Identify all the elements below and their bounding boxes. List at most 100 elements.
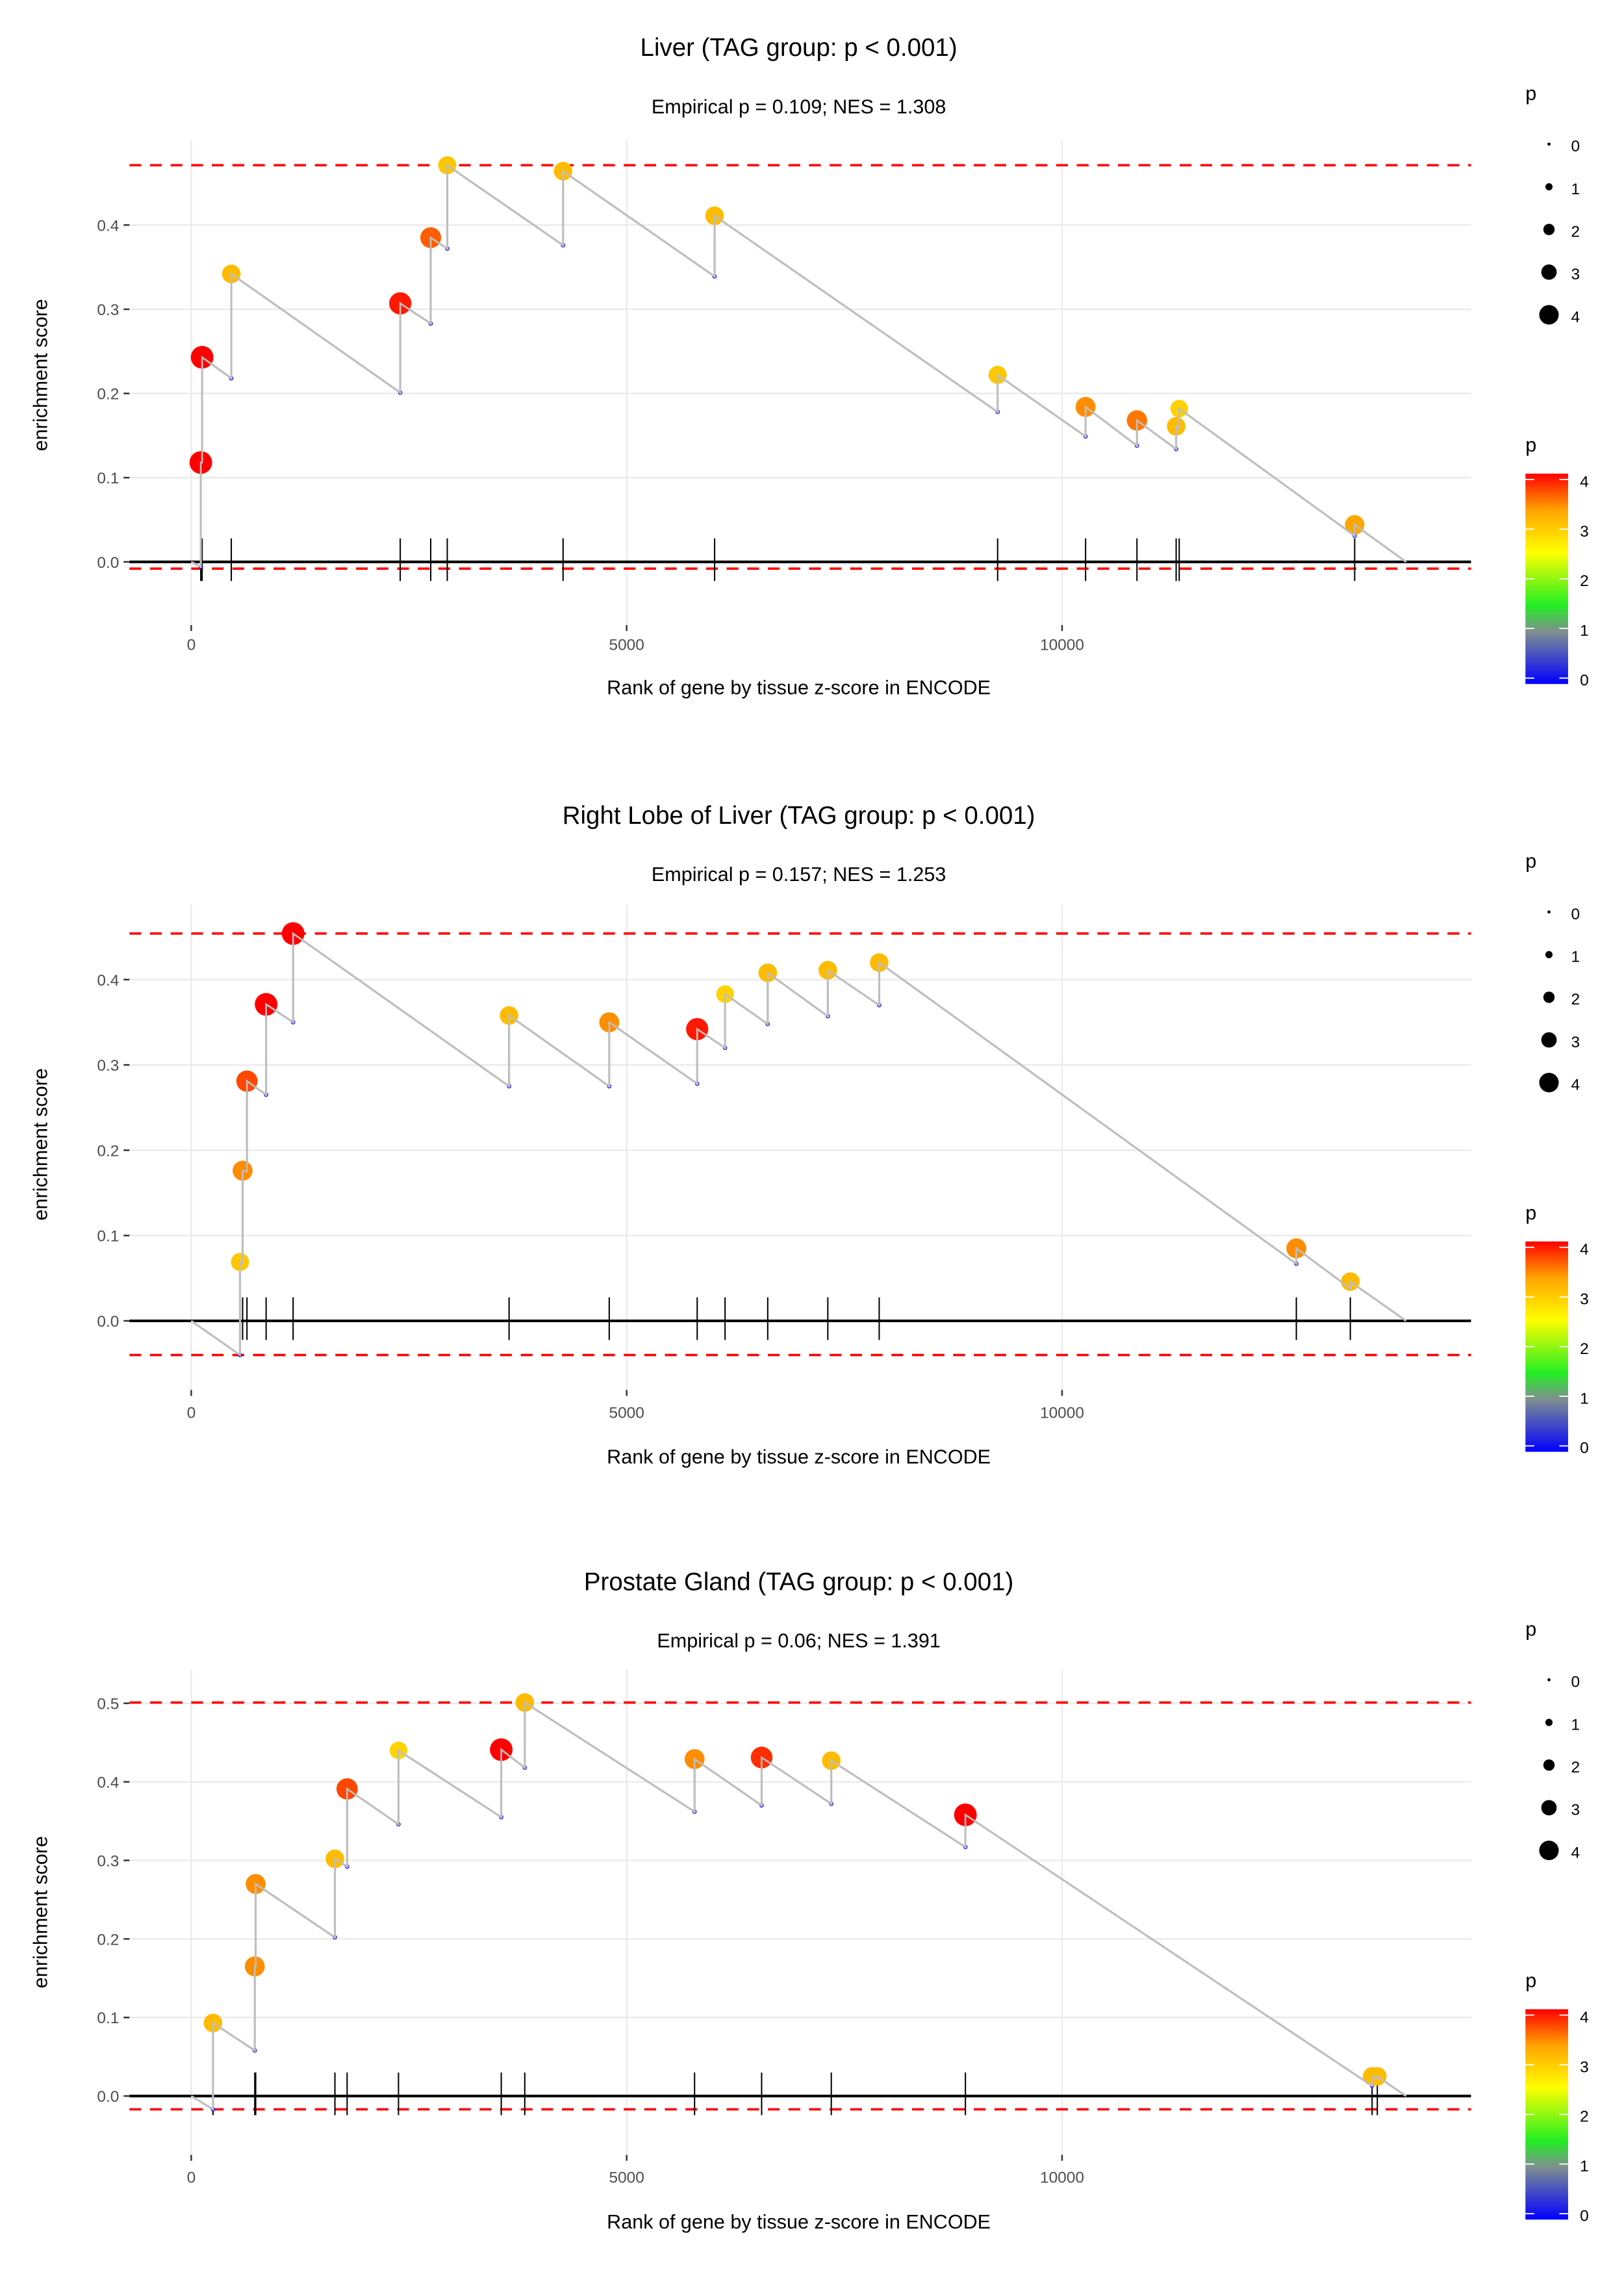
size-legend-label: 3: [1571, 266, 1580, 283]
plot-area: [123, 1669, 1471, 2161]
color-legend-label: 1: [1580, 622, 1589, 640]
legend: p 0 1 2 3 4 p 4 3 2 1 0: [1525, 850, 1589, 1457]
size-legend-label: 1: [1571, 181, 1580, 198]
size-legend-key: [1539, 1073, 1559, 1093]
size-legend-key: [1543, 991, 1555, 1003]
size-legend-key: [1541, 1800, 1557, 1816]
x-tick-label: 10000: [1040, 637, 1084, 654]
size-legend-key: [1547, 142, 1551, 146]
size-legend-label: 1: [1571, 949, 1580, 966]
chart-title: Liver (TAG group: p < 0.001): [641, 34, 958, 62]
chart-title: Right Lobe of Liver (TAG group: p < 0.00…: [563, 802, 1035, 830]
chart-subtitle: Empirical p = 0.06; NES = 1.391: [657, 1630, 940, 1652]
color-legend-label: 4: [1580, 2009, 1589, 2026]
size-legend-key: [1547, 1678, 1551, 1681]
y-tick-label: 0.1: [97, 1228, 119, 1246]
plot-area: [123, 140, 1471, 632]
size-legend-label: 2: [1571, 223, 1580, 240]
x-tick-label: 10000: [1040, 1404, 1084, 1422]
color-legend-label: 3: [1580, 2058, 1589, 2076]
y-tick-label: 0.0: [97, 554, 119, 572]
size-legend-label: 2: [1571, 991, 1580, 1008]
x-tick-label: 10000: [1040, 2169, 1084, 2187]
size-legend-label: 0: [1571, 138, 1580, 155]
y-tick-label: 0.4: [97, 1774, 119, 1792]
y-tick-label: 0.0: [97, 1313, 119, 1331]
running-es-line: [190, 1700, 1407, 2112]
x-axis-title: Rank of gene by tissue z-score in ENCODE: [607, 677, 991, 699]
color-legend-title: p: [1525, 1970, 1536, 1992]
color-legend-title: p: [1525, 434, 1536, 456]
panel-prostate-gland: Prostate Gland (TAG group: p < 0.001) Em…: [29, 1568, 1471, 2233]
x-axis-title: Rank of gene by tissue z-score in ENCODE: [607, 2211, 991, 2233]
y-tick-label: 0.4: [97, 217, 119, 235]
y-tick-label: 0.4: [97, 972, 119, 990]
panel-right-lobe-of-liver: Right Lobe of Liver (TAG group: p < 0.00…: [29, 802, 1471, 1468]
y-tick-label: 0.3: [97, 1057, 119, 1075]
y-tick-label: 0.2: [97, 1142, 119, 1160]
size-legend-title: p: [1525, 83, 1536, 105]
size-legend-key: [1541, 264, 1557, 280]
running-es-line-overlay: [190, 163, 1407, 568]
color-legend-label: 2: [1580, 572, 1589, 590]
size-legend-label: 4: [1571, 1077, 1580, 1094]
color-legend-label: 2: [1580, 1340, 1589, 1358]
color-legend-label: 1: [1580, 2158, 1589, 2175]
x-tick-label: 5000: [609, 2169, 644, 2187]
y-tick-label: 0.1: [97, 470, 119, 487]
color-legend-label: 1: [1580, 1390, 1589, 1407]
y-tick-label: 0.3: [97, 1852, 119, 1870]
color-legend-label: 4: [1580, 1241, 1589, 1258]
size-legend-key: [1545, 951, 1553, 958]
x-axis-title: Rank of gene by tissue z-score in ENCODE: [607, 1446, 991, 1468]
size-legend-label: 0: [1571, 1674, 1580, 1691]
color-legend-label: 4: [1580, 473, 1589, 491]
chart-subtitle: Empirical p = 0.157; NES = 1.253: [652, 863, 946, 886]
plot-area: [123, 904, 1471, 1396]
size-legend-key: [1547, 910, 1551, 913]
y-tick-label: 0.2: [97, 386, 119, 403]
color-legend-label: 2: [1580, 2108, 1589, 2126]
size-legend-label: 2: [1571, 1759, 1580, 1776]
size-legend-label: 4: [1571, 309, 1580, 326]
color-legend-title: p: [1525, 1202, 1536, 1224]
y-tick-label: 0.3: [97, 301, 119, 319]
chart-subtitle: Empirical p = 0.109; NES = 1.308: [652, 96, 946, 118]
size-legend-key: [1545, 1718, 1553, 1726]
color-legend-label: 3: [1580, 1291, 1589, 1309]
color-legend-label: 0: [1580, 672, 1589, 689]
running-es-line: [190, 931, 1407, 1357]
size-legend-label: 0: [1571, 906, 1580, 923]
panel-liver: Liver (TAG group: p < 0.001) Empirical p…: [29, 34, 1471, 699]
running-es-line-overlay: [190, 932, 1407, 1357]
size-legend-key: [1541, 1032, 1557, 1048]
size-legend-title: p: [1525, 850, 1536, 873]
legend: p 0 1 2 3 4 p 4 3 2 1 0: [1525, 83, 1589, 689]
y-tick-label: 0.5: [97, 1696, 119, 1713]
color-legend-label: 3: [1580, 523, 1589, 541]
chart-title: Prostate Gland (TAG group: p < 0.001): [584, 1568, 1013, 1596]
y-axis-title: enrichment score: [29, 299, 51, 451]
y-axis-title: enrichment score: [29, 1836, 51, 1988]
x-tick-label: 0: [187, 2169, 196, 2187]
color-legend-label: 0: [1580, 1440, 1589, 1457]
size-legend-label: 4: [1571, 1844, 1580, 1861]
x-tick-label: 0: [187, 1404, 196, 1422]
size-legend-key: [1543, 224, 1555, 235]
x-tick-label: 0: [187, 637, 196, 654]
size-legend-key: [1539, 305, 1559, 325]
y-tick-label: 0.1: [97, 2010, 119, 2027]
y-axis-title: enrichment score: [29, 1068, 51, 1220]
x-tick-label: 5000: [609, 1404, 644, 1422]
y-tick-label: 0.0: [97, 2088, 119, 2106]
color-legend-label: 0: [1580, 2208, 1589, 2225]
size-legend-label: 3: [1571, 1034, 1580, 1051]
size-legend-key: [1543, 1759, 1555, 1771]
size-legend-label: 3: [1571, 1802, 1580, 1819]
size-legend-key: [1545, 183, 1553, 191]
size-legend-label: 1: [1571, 1716, 1580, 1733]
running-es-line-overlay: [190, 1700, 1407, 2112]
size-legend-key: [1539, 1840, 1559, 1861]
y-tick-label: 0.2: [97, 1931, 119, 1948]
